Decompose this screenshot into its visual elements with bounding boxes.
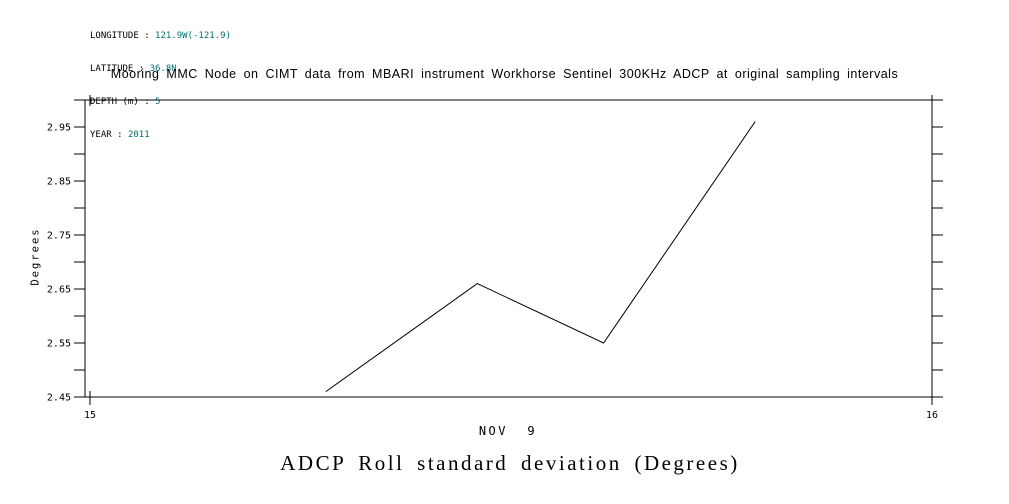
meta-label: DEPTH (m) (90, 97, 139, 107)
meta-value-latitude: 36.8N (149, 64, 177, 74)
meta-label: LATITUDE (90, 64, 134, 74)
meta-line-depth: DEPTH (m) : 5 (90, 97, 231, 108)
meta-value-year: 2011 (127, 130, 150, 140)
y-tick-label: 2.95 (47, 123, 71, 134)
meta-separator: : (138, 31, 156, 41)
y-axis-title: Degrees (29, 227, 42, 286)
y-tick-label: 2.75 (47, 231, 71, 242)
meta-line-latitude: LATITUDE : 36.8N (90, 64, 231, 75)
meta-value-depth: 5 (155, 97, 161, 107)
meta-separator: : (133, 64, 150, 74)
meta-line-year: YEAR : 2011 (90, 130, 231, 141)
meta-separator: : (111, 130, 128, 140)
meta-separator: : (138, 97, 156, 107)
meta-line-longitude: LONGITUDE : 121.9W(-121.9) (90, 31, 231, 42)
plot-frame (84, 99, 933, 398)
meta-label: YEAR (90, 130, 112, 140)
chart-title: Mooring MMC Node on CIMT data from MBARI… (110, 67, 899, 81)
y-tick-label: 2.45 (47, 393, 71, 404)
x-tick-label: 16 (926, 410, 938, 421)
data-series-line (325, 121, 756, 393)
y-tick-label: 2.85 (47, 177, 71, 188)
plot-caption: ADCP Roll standard deviation (Degrees) (280, 451, 740, 475)
metadata-header: LONGITUDE : 121.9W(-121.9) LATITUDE : 36… (90, 9, 231, 152)
x-axis-title: NOV 9 (478, 424, 538, 438)
meta-value-longitude: 121.9W(-121.9) (155, 31, 231, 41)
meta-label: LONGITUDE (90, 31, 139, 41)
y-tick-label: 2.65 (47, 285, 71, 296)
x-tick-label: 15 (84, 410, 96, 421)
y-tick-label: 2.55 (47, 339, 71, 350)
